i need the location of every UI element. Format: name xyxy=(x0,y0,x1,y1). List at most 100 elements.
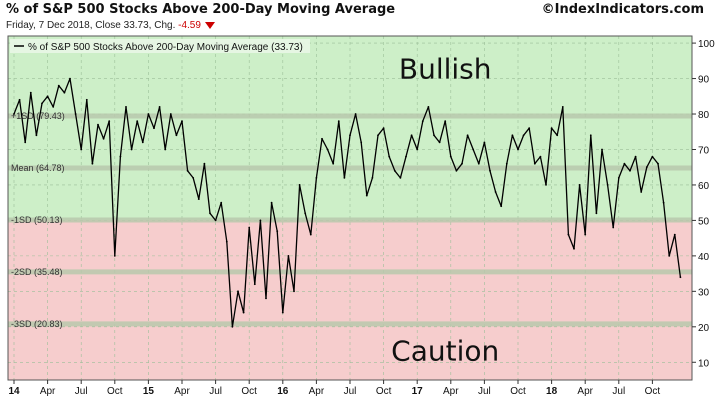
data-point xyxy=(545,184,547,186)
zone-backgrounds xyxy=(8,36,692,380)
x-tick-label: 14 xyxy=(8,386,20,397)
data-point xyxy=(679,276,682,279)
data-point xyxy=(24,141,27,144)
data-point xyxy=(315,177,318,179)
x-tick-label: Jul xyxy=(344,386,357,397)
x-tick-label: 18 xyxy=(546,386,558,397)
data-point xyxy=(433,134,435,137)
data-point xyxy=(18,98,21,101)
data-point xyxy=(141,141,144,144)
x-tick-label: Jul xyxy=(75,386,88,397)
data-point xyxy=(321,137,323,140)
data-point xyxy=(539,155,542,158)
sd-band-label: -2SD (35.48) xyxy=(11,267,63,277)
x-tick-label: Jul xyxy=(612,386,625,397)
data-point xyxy=(214,219,217,222)
data-point xyxy=(500,205,503,208)
data-point xyxy=(349,134,351,137)
x-tick-label: Apr xyxy=(309,386,325,397)
data-point xyxy=(41,102,43,105)
data-point xyxy=(354,113,357,115)
data-point xyxy=(147,113,150,115)
x-tick-label: Apr xyxy=(443,386,459,397)
y-tick-label: 100 xyxy=(698,39,715,50)
x-tick-label: Apr xyxy=(40,386,56,397)
data-point xyxy=(136,120,139,122)
data-point xyxy=(421,120,424,122)
data-point xyxy=(270,201,273,204)
y-tick-label: 60 xyxy=(698,181,710,192)
data-point xyxy=(427,106,430,108)
data-point xyxy=(125,106,127,108)
y-tick-label: 80 xyxy=(698,110,710,121)
data-point xyxy=(472,148,475,151)
data-point xyxy=(528,127,531,130)
y-tick-label: 10 xyxy=(698,358,710,369)
data-point xyxy=(657,162,659,165)
data-point xyxy=(220,201,223,204)
data-point xyxy=(158,106,161,108)
data-point xyxy=(578,184,581,186)
data-point xyxy=(197,198,200,201)
x-tick-label: Apr xyxy=(577,386,593,397)
data-point xyxy=(489,169,491,172)
data-point xyxy=(192,177,195,179)
data-point xyxy=(248,226,251,229)
data-point xyxy=(309,233,312,236)
x-tick-label: Jul xyxy=(478,386,491,397)
data-point xyxy=(550,127,553,130)
data-point xyxy=(225,240,228,243)
y-tick-label: 90 xyxy=(698,75,710,86)
data-point xyxy=(561,106,564,108)
data-point xyxy=(589,134,592,137)
data-point xyxy=(175,134,178,137)
data-point xyxy=(388,155,391,158)
data-point xyxy=(259,219,262,222)
data-point xyxy=(477,162,480,165)
data-point xyxy=(164,148,167,151)
data-point xyxy=(332,162,335,165)
data-point xyxy=(63,91,66,94)
data-point xyxy=(209,212,211,215)
data-point xyxy=(102,137,105,140)
data-point xyxy=(287,255,290,257)
data-point xyxy=(69,77,71,80)
data-point xyxy=(343,177,346,179)
caution-zone-label: Caution xyxy=(391,334,499,367)
x-tick-label: Oct xyxy=(376,386,392,397)
data-point xyxy=(612,226,615,229)
sd-band-label: +1SD (79.43) xyxy=(11,111,65,121)
data-point xyxy=(640,191,643,193)
data-point xyxy=(567,233,570,236)
x-tick-label: Apr xyxy=(174,386,190,397)
series-group xyxy=(13,77,682,328)
data-point xyxy=(304,212,307,215)
chart-subtitle: Friday, 7 Dec 2018, Close 33.73, Chg. -4… xyxy=(6,20,215,31)
data-point xyxy=(242,311,245,314)
data-point xyxy=(444,120,447,122)
data-point xyxy=(673,233,676,236)
data-point xyxy=(505,162,508,165)
series-line xyxy=(13,77,682,328)
sd-band-label: Mean (64.78) xyxy=(11,163,65,173)
data-point xyxy=(119,155,122,158)
data-point xyxy=(80,148,83,151)
data-point xyxy=(186,169,189,172)
data-point xyxy=(382,127,385,130)
data-point xyxy=(410,134,413,137)
data-point xyxy=(573,247,575,250)
legend-box xyxy=(10,39,310,53)
data-point xyxy=(651,155,654,158)
data-point xyxy=(97,123,99,126)
data-point xyxy=(253,283,256,286)
data-point xyxy=(130,148,133,151)
data-point xyxy=(617,177,620,179)
legend-label: % of S&P 500 Stocks Above 200-Day Moving… xyxy=(28,42,303,53)
data-point xyxy=(556,134,559,137)
data-point xyxy=(393,169,396,172)
bullish-zone-label: Bullish xyxy=(399,53,492,86)
data-point xyxy=(371,177,374,179)
data-point xyxy=(522,134,525,137)
data-point xyxy=(85,98,88,101)
data-point xyxy=(276,230,279,233)
